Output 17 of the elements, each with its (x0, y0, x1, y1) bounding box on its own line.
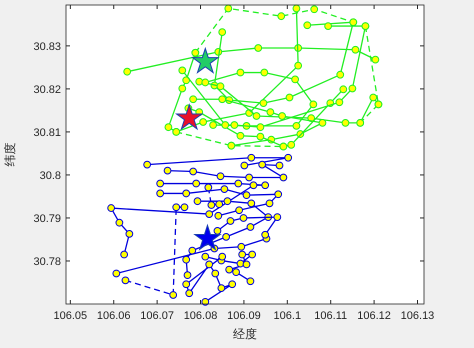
y-tick-label: 30.8 (40, 170, 61, 182)
x-tick-label: 106.07 (140, 310, 174, 322)
x-tick-label: 106.1 (274, 310, 302, 322)
y-tick-label: 30.81 (33, 126, 61, 139)
x-tick-label: 106.06 (96, 310, 131, 322)
x-tick-label: 106.11 (314, 310, 348, 322)
x-tick-label: 106.05 (54, 310, 88, 322)
x-tick-label: 106.12 (357, 310, 391, 322)
x-axis-title: 经度 (233, 327, 257, 341)
y-axis-title: 纬度 (3, 142, 17, 166)
y-tick-label: 30.83 (33, 40, 61, 53)
x-tick-label: 106.13 (400, 310, 434, 322)
x-tick-label: 106.09 (227, 310, 261, 322)
x-tick-label: 106.08 (184, 310, 218, 322)
y-tick-label: 30.78 (33, 256, 61, 268)
y-tick-label: 30.82 (33, 84, 61, 96)
y-tick-label: 30.79 (33, 212, 61, 225)
